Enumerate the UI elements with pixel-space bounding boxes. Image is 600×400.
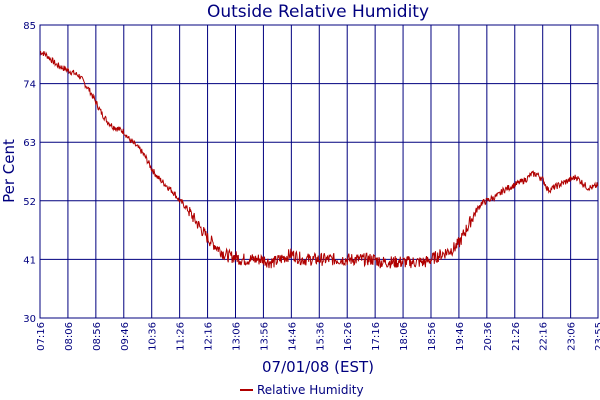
- x-tick-label: 17:16: [371, 322, 382, 351]
- plot-grid: [40, 25, 598, 318]
- x-tick-label: 12:16: [204, 322, 215, 351]
- x-tick-label: 22:16: [539, 322, 550, 351]
- x-tick-label: 23:55: [594, 322, 600, 351]
- legend: Relative Humidity: [240, 383, 364, 397]
- y-axis-label: Per Cent: [0, 139, 18, 203]
- x-tick-label: 11:26: [176, 322, 187, 351]
- y-tick-label: 85: [23, 21, 36, 32]
- y-tick-label: 63: [23, 138, 36, 149]
- x-tick-label: 15:36: [315, 322, 326, 351]
- x-tick-label: 14:46: [287, 322, 298, 351]
- x-tick-label: 07:16: [36, 322, 47, 351]
- x-tick-label: 19:46: [455, 322, 466, 351]
- chart-title: Outside Relative Humidity: [207, 2, 429, 22]
- y-tick-label: 74: [23, 80, 36, 91]
- x-tick-label: 18:56: [427, 322, 438, 351]
- x-tick-label: 23:06: [567, 322, 578, 351]
- x-tick-label: 08:56: [92, 322, 103, 351]
- x-tick-label: 21:26: [511, 322, 522, 351]
- x-tick-labels: 07:16 08:06 08:56 09:46 10:36 11:26 12:16 13:06…: [36, 322, 600, 351]
- x-tick-label: 20:36: [483, 322, 494, 351]
- x-tick-label: 13:06: [231, 322, 242, 351]
- y-tick-label: 41: [23, 255, 36, 266]
- y-tick-labels: 30 41 52 63 74 85: [23, 21, 36, 325]
- legend-label: Relative Humidity: [257, 383, 364, 397]
- x-tick-label: 08:06: [64, 322, 75, 351]
- plot-frame: [39, 24, 599, 319]
- x-tick-label: 18:06: [399, 322, 410, 351]
- x-tick-label: 13:56: [259, 322, 270, 351]
- x-axis-label: 07/01/08 (EST): [262, 358, 374, 376]
- y-tick-label: 52: [23, 197, 36, 208]
- x-tick-label: 16:26: [343, 322, 354, 351]
- x-tick-label: 10:36: [148, 322, 159, 351]
- x-tick-label: 09:46: [120, 322, 131, 351]
- y-tick-label: 30: [23, 314, 36, 325]
- series-line-relative-humidity: [39, 50, 599, 269]
